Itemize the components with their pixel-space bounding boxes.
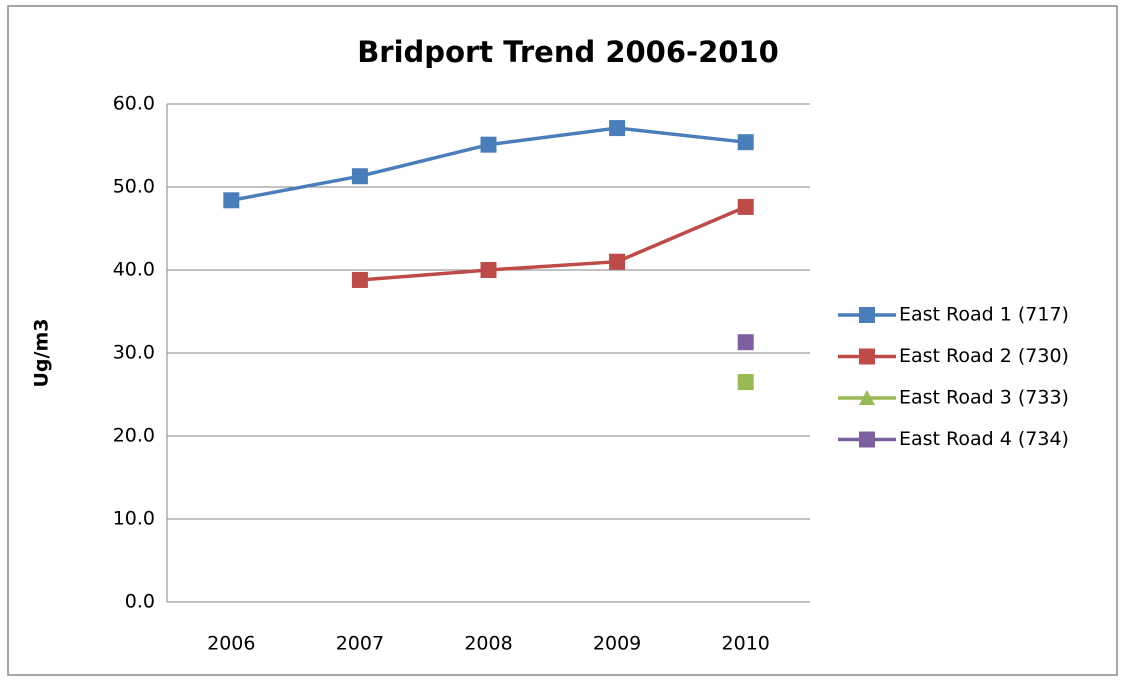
legend-label: East Road 4 (734)	[899, 428, 1069, 450]
y-tick-label: 20.0	[113, 425, 155, 447]
chart-title: Bridport Trend 2006-2010	[357, 35, 779, 69]
legend-label: East Road 2 (730)	[899, 345, 1069, 367]
y-tick-label: 10.0	[113, 508, 155, 530]
chart-frame	[7, 5, 1118, 676]
series-line	[359, 205, 747, 282]
x-tick-label: 2010	[722, 633, 770, 655]
legend-label: East Road 1 (717)	[899, 304, 1069, 326]
data-point	[737, 374, 754, 391]
data-point	[737, 198, 754, 215]
data-point	[737, 334, 754, 351]
data-point	[351, 271, 368, 288]
data-point	[737, 134, 754, 151]
x-tick-label: 2006	[207, 633, 255, 655]
data-point	[480, 136, 497, 153]
x-tick-label: 2008	[464, 633, 512, 655]
y-tick-label: 0.0	[125, 591, 155, 613]
data-point	[480, 262, 497, 278]
data-point	[351, 168, 368, 185]
legend-marker	[859, 348, 875, 365]
legend-marker	[859, 431, 875, 448]
y-tick-label: 30.0	[113, 342, 155, 364]
y-tick-label: 50.0	[113, 176, 155, 198]
legend-label: East Road 3 (733)	[899, 387, 1069, 409]
data-point	[609, 253, 626, 270]
legend-marker	[859, 307, 875, 323]
data-point	[609, 120, 626, 137]
x-tick-label: 2009	[593, 633, 641, 655]
y-tick-label: 40.0	[113, 259, 155, 281]
y-axis-label: Ug/m3	[31, 319, 53, 388]
y-tick-label: 60.0	[113, 93, 155, 115]
x-tick-label: 2007	[336, 633, 384, 655]
data-point	[223, 192, 240, 209]
legend-marker	[859, 390, 875, 405]
